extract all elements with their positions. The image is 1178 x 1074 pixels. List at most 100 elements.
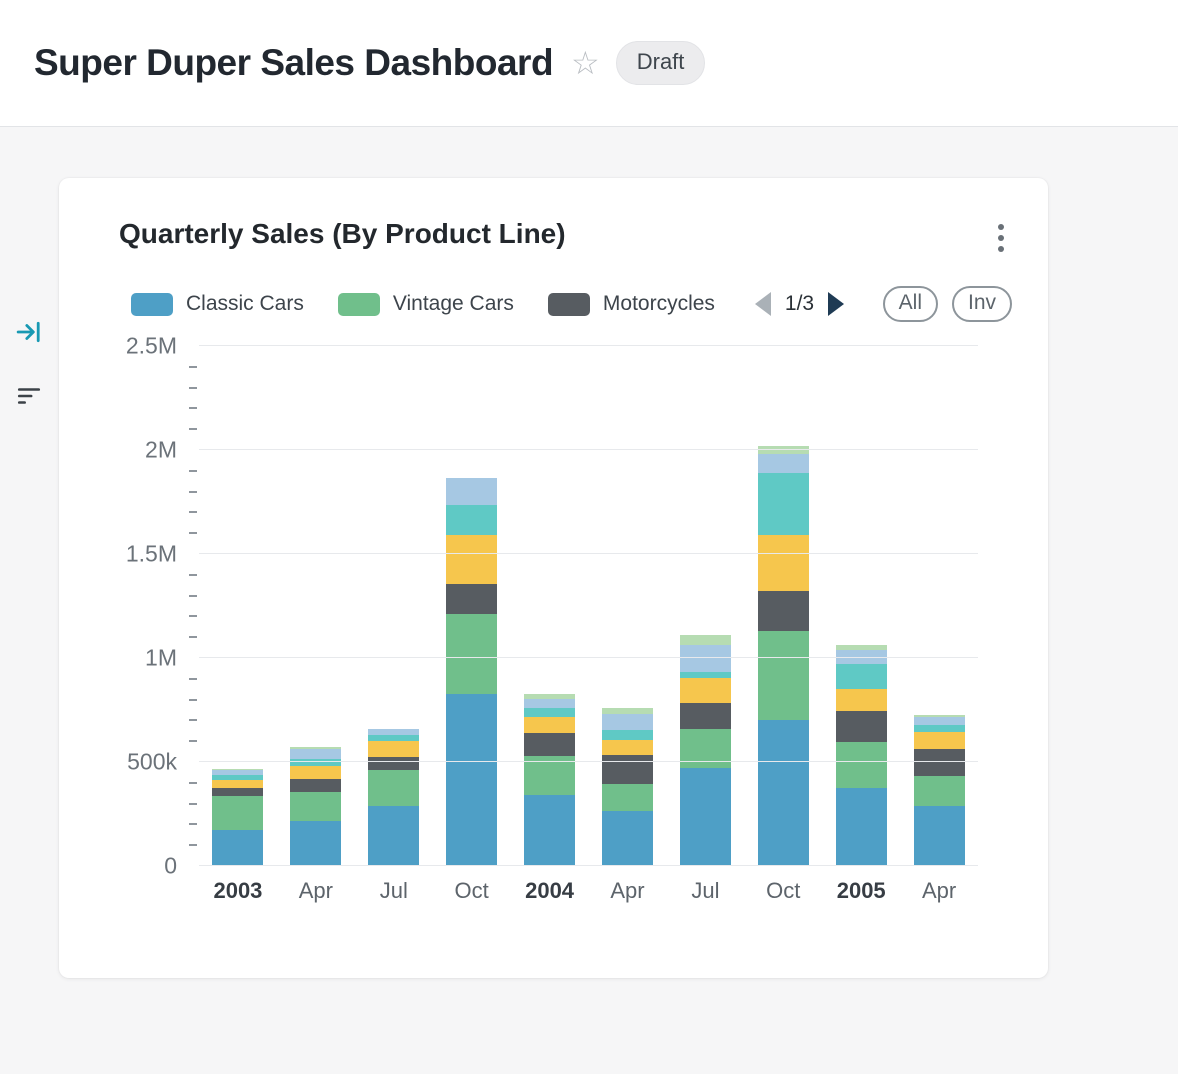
- bar-segment[interactable]: [524, 707, 576, 717]
- bar-segment[interactable]: [601, 739, 653, 755]
- bar-segment[interactable]: [835, 742, 887, 788]
- stacked-bar[interactable]: [212, 346, 264, 866]
- bar-segment[interactable]: [913, 748, 965, 776]
- pager-prev-icon[interactable]: [754, 292, 771, 316]
- stacked-bar[interactable]: [524, 346, 576, 866]
- bar-slot: [433, 346, 511, 866]
- bar-segment[interactable]: [524, 716, 576, 733]
- bar-segment[interactable]: [368, 741, 420, 758]
- bar-segment[interactable]: [601, 783, 653, 811]
- all-button[interactable]: All: [882, 286, 938, 322]
- bar-segment[interactable]: [835, 711, 887, 743]
- bar-segment[interactable]: [679, 635, 731, 646]
- bar-segment[interactable]: [212, 796, 264, 830]
- bar-segment[interactable]: [212, 779, 264, 789]
- bar-segment[interactable]: [290, 747, 342, 750]
- bar-segment[interactable]: [446, 694, 498, 866]
- minor-tick: [189, 532, 197, 535]
- bar-segment[interactable]: [757, 720, 809, 866]
- bar-segment[interactable]: [757, 454, 809, 473]
- minor-tick: [189, 469, 197, 472]
- minor-tick: [189, 573, 197, 576]
- bar-segment[interactable]: [524, 795, 576, 866]
- bar-segment[interactable]: [446, 505, 498, 536]
- bar-segment[interactable]: [679, 702, 731, 729]
- bar-segment[interactable]: [913, 716, 965, 725]
- stacked-bar[interactable]: [757, 346, 809, 866]
- bar-segment[interactable]: [757, 630, 809, 721]
- bar-segment[interactable]: [212, 770, 264, 775]
- bar-segment[interactable]: [913, 714, 965, 717]
- y-axis: 0 500k 1M 1.5M 2M 2.5M: [91, 333, 199, 879]
- bar-segment[interactable]: [368, 805, 420, 866]
- bar-segment[interactable]: [835, 645, 887, 651]
- bar-segment[interactable]: [601, 810, 653, 866]
- bar-segment[interactable]: [290, 766, 342, 780]
- bar-segment[interactable]: [290, 749, 342, 760]
- legend-item[interactable]: Motorcycles: [547, 292, 715, 316]
- bar-segment[interactable]: [679, 768, 731, 866]
- bar-segment[interactable]: [212, 788, 264, 797]
- bar-segment[interactable]: [524, 732, 576, 756]
- pager-label: 1/3: [784, 292, 815, 315]
- bar-segment[interactable]: [446, 584, 498, 615]
- bar-segment[interactable]: [212, 769, 264, 771]
- bar-segment[interactable]: [212, 774, 264, 780]
- stacked-bar[interactable]: [679, 346, 731, 866]
- bar-segment[interactable]: [601, 713, 653, 730]
- bar-segment[interactable]: [290, 779, 342, 793]
- bar-segment[interactable]: [290, 792, 342, 822]
- bar-segment[interactable]: [524, 755, 576, 796]
- inv-button[interactable]: Inv: [951, 286, 1012, 322]
- bar-segment[interactable]: [368, 770, 420, 806]
- bar-segment[interactable]: [601, 729, 653, 740]
- bar-segment[interactable]: [290, 821, 342, 866]
- bar-segment[interactable]: [835, 788, 887, 866]
- favorite-star-icon[interactable]: ☆: [571, 45, 600, 81]
- legend-item[interactable]: Vintage Cars: [337, 292, 514, 316]
- stacked-bar[interactable]: [446, 346, 498, 866]
- y-tick-label: 1M: [145, 644, 177, 671]
- bar-segment[interactable]: [679, 645, 731, 672]
- bar-segment[interactable]: [835, 664, 887, 690]
- bar-segment[interactable]: [212, 829, 264, 866]
- bar-segment[interactable]: [446, 614, 498, 695]
- bar-segment[interactable]: [290, 759, 342, 767]
- minor-tick: [189, 511, 197, 514]
- kebab-menu-icon[interactable]: [990, 218, 1012, 258]
- bar-segment[interactable]: [757, 445, 809, 455]
- minor-tick: [189, 677, 197, 680]
- bar-segment[interactable]: [446, 478, 498, 506]
- collapse-sidebar-icon[interactable]: [12, 315, 46, 349]
- pager-next-icon[interactable]: [828, 292, 845, 316]
- bar-segment[interactable]: [368, 729, 420, 736]
- bar-segment[interactable]: [446, 535, 498, 585]
- bar-segment[interactable]: [524, 699, 576, 708]
- bar-segment[interactable]: [913, 724, 965, 733]
- stacked-bar[interactable]: [601, 346, 653, 866]
- legend-swatch: [337, 292, 380, 316]
- legend-item[interactable]: Classic Cars: [131, 292, 304, 316]
- bar-segment[interactable]: [913, 775, 965, 806]
- bar-segment[interactable]: [601, 754, 653, 784]
- bar-segment[interactable]: [368, 757, 420, 771]
- bar-segment[interactable]: [913, 732, 965, 749]
- bar-segment[interactable]: [679, 671, 731, 678]
- bar-segment[interactable]: [368, 735, 420, 742]
- bar-segment[interactable]: [757, 591, 809, 631]
- bar-segment[interactable]: [679, 677, 731, 703]
- bar-segment[interactable]: [679, 728, 731, 769]
- bars-layer: [199, 346, 978, 866]
- filter-icon[interactable]: [12, 379, 46, 413]
- bar-segment[interactable]: [913, 805, 965, 866]
- minor-tick: [189, 386, 197, 389]
- bar-segment[interactable]: [835, 689, 887, 712]
- bar-segment[interactable]: [757, 472, 809, 536]
- bar-segment[interactable]: [601, 707, 653, 714]
- stacked-bar[interactable]: [913, 346, 965, 866]
- bar-segment[interactable]: [757, 535, 809, 592]
- stacked-bar[interactable]: [290, 346, 342, 866]
- bar-segment[interactable]: [524, 694, 576, 699]
- stacked-bar[interactable]: [368, 346, 420, 866]
- stacked-bar[interactable]: [835, 346, 887, 866]
